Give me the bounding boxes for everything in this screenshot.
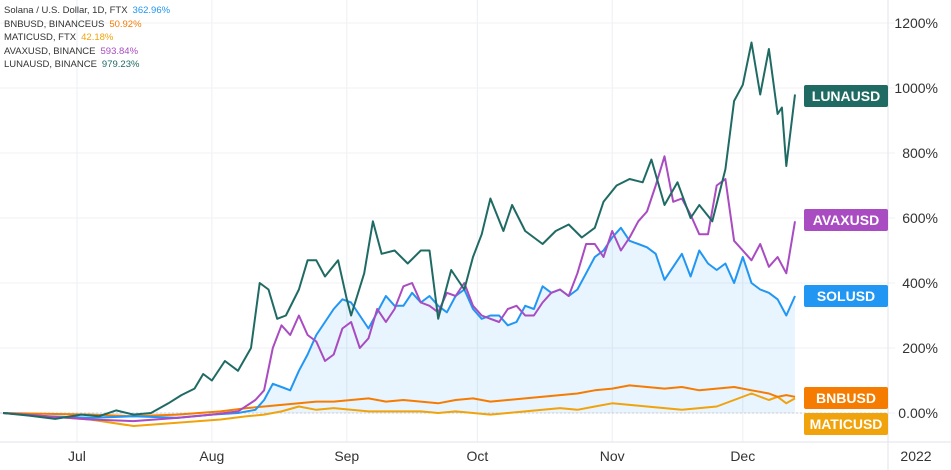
legend-name: LUNAUSD, BINANCE xyxy=(4,59,97,70)
price-tag-background xyxy=(804,387,888,409)
series-line-avaxusd xyxy=(2,155,796,423)
legend-name: MATICUSD, FTX xyxy=(4,32,77,43)
x-tick-label: Dec xyxy=(730,448,755,464)
price-tag-label: LUNAUSD xyxy=(812,88,880,104)
price-tag-label: BNBUSD xyxy=(816,390,876,406)
y-tick-label: 400% xyxy=(902,275,938,291)
legend-row-avax[interactable]: AVAXUSD, BINANCE 593.84% xyxy=(4,45,170,59)
price-tag-lunausd: LUNAUSD xyxy=(804,85,888,107)
series-line-maticusd xyxy=(2,392,796,427)
x-tick-label: Aug xyxy=(199,448,224,464)
series-area-solusd xyxy=(3,227,795,418)
price-tag-avaxusd: AVAXUSD xyxy=(804,209,888,231)
y-tick-label: 1000% xyxy=(894,80,938,96)
legend-row-bnb[interactable]: BNBUSD, BINANCEUS 50.92% xyxy=(4,18,170,32)
price-tag-label: SOLUSD xyxy=(817,288,875,304)
legend-value: 50.92% xyxy=(109,18,142,30)
price-tag-label: AVAXUSD xyxy=(813,212,879,228)
legend-name: Solana / U.S. Dollar, 1D, FTX xyxy=(4,5,128,16)
y-tick-label: 200% xyxy=(902,340,938,356)
x-tick-label-year: 2022 xyxy=(900,448,931,464)
x-tick-label: Oct xyxy=(466,448,488,464)
price-tag-background xyxy=(804,413,888,435)
solusd-area xyxy=(3,227,795,418)
x-tick-label: Sep xyxy=(334,448,359,464)
series-line-solusd xyxy=(2,226,796,419)
y-tick-label: 600% xyxy=(902,210,938,226)
legend: Solana / U.S. Dollar, 1D, FTX 362.96% BNB… xyxy=(4,4,170,72)
series-line-lunausd xyxy=(2,41,796,420)
legend-value: 593.84% xyxy=(100,45,139,57)
legend-row-matic[interactable]: MATICUSD, FTX 42.18% xyxy=(4,31,170,45)
y-tick-label: 800% xyxy=(902,145,938,161)
legend-name: BNBUSD, BINANCEUS xyxy=(4,18,105,30)
legend-row-luna[interactable]: LUNAUSD, BINANCE 979.23% xyxy=(4,58,170,72)
legend-value: 979.23% xyxy=(101,59,140,70)
price-tag-background xyxy=(804,209,888,231)
y-tick-label: 1200% xyxy=(894,15,938,31)
y-axis: 1200% 1000% 800% 600% 400% 200% 0.00% xyxy=(894,15,938,421)
price-tag-solusd: SOLUSD xyxy=(804,285,888,307)
price-tag-bnbusd: BNBUSD xyxy=(804,387,888,409)
legend-value: 362.96% xyxy=(132,5,171,16)
series-line-bnbusd xyxy=(2,384,796,418)
price-tags: LUNAUSD AVAXUSD SOLUSD BNBUSD MATICUSD xyxy=(804,85,888,435)
legend-row-sol[interactable]: Solana / U.S. Dollar, 1D, FTX 362.96% xyxy=(4,4,170,18)
y-tick-label: 0.00% xyxy=(898,405,938,421)
price-tag-label: MATICUSD xyxy=(810,416,883,432)
x-axis: Jul Aug Sep Oct Nov Dec 2022 xyxy=(68,448,932,464)
price-tag-background xyxy=(804,85,888,107)
x-tick-label: Jul xyxy=(68,448,86,464)
price-tag-background xyxy=(804,285,888,307)
series-lines xyxy=(2,41,796,427)
legend-value: 42.18% xyxy=(81,32,114,43)
price-tag-maticusd: MATICUSD xyxy=(804,413,888,435)
legend-name: AVAXUSD, BINANCE xyxy=(4,45,96,57)
x-tick-label: Nov xyxy=(600,448,625,464)
